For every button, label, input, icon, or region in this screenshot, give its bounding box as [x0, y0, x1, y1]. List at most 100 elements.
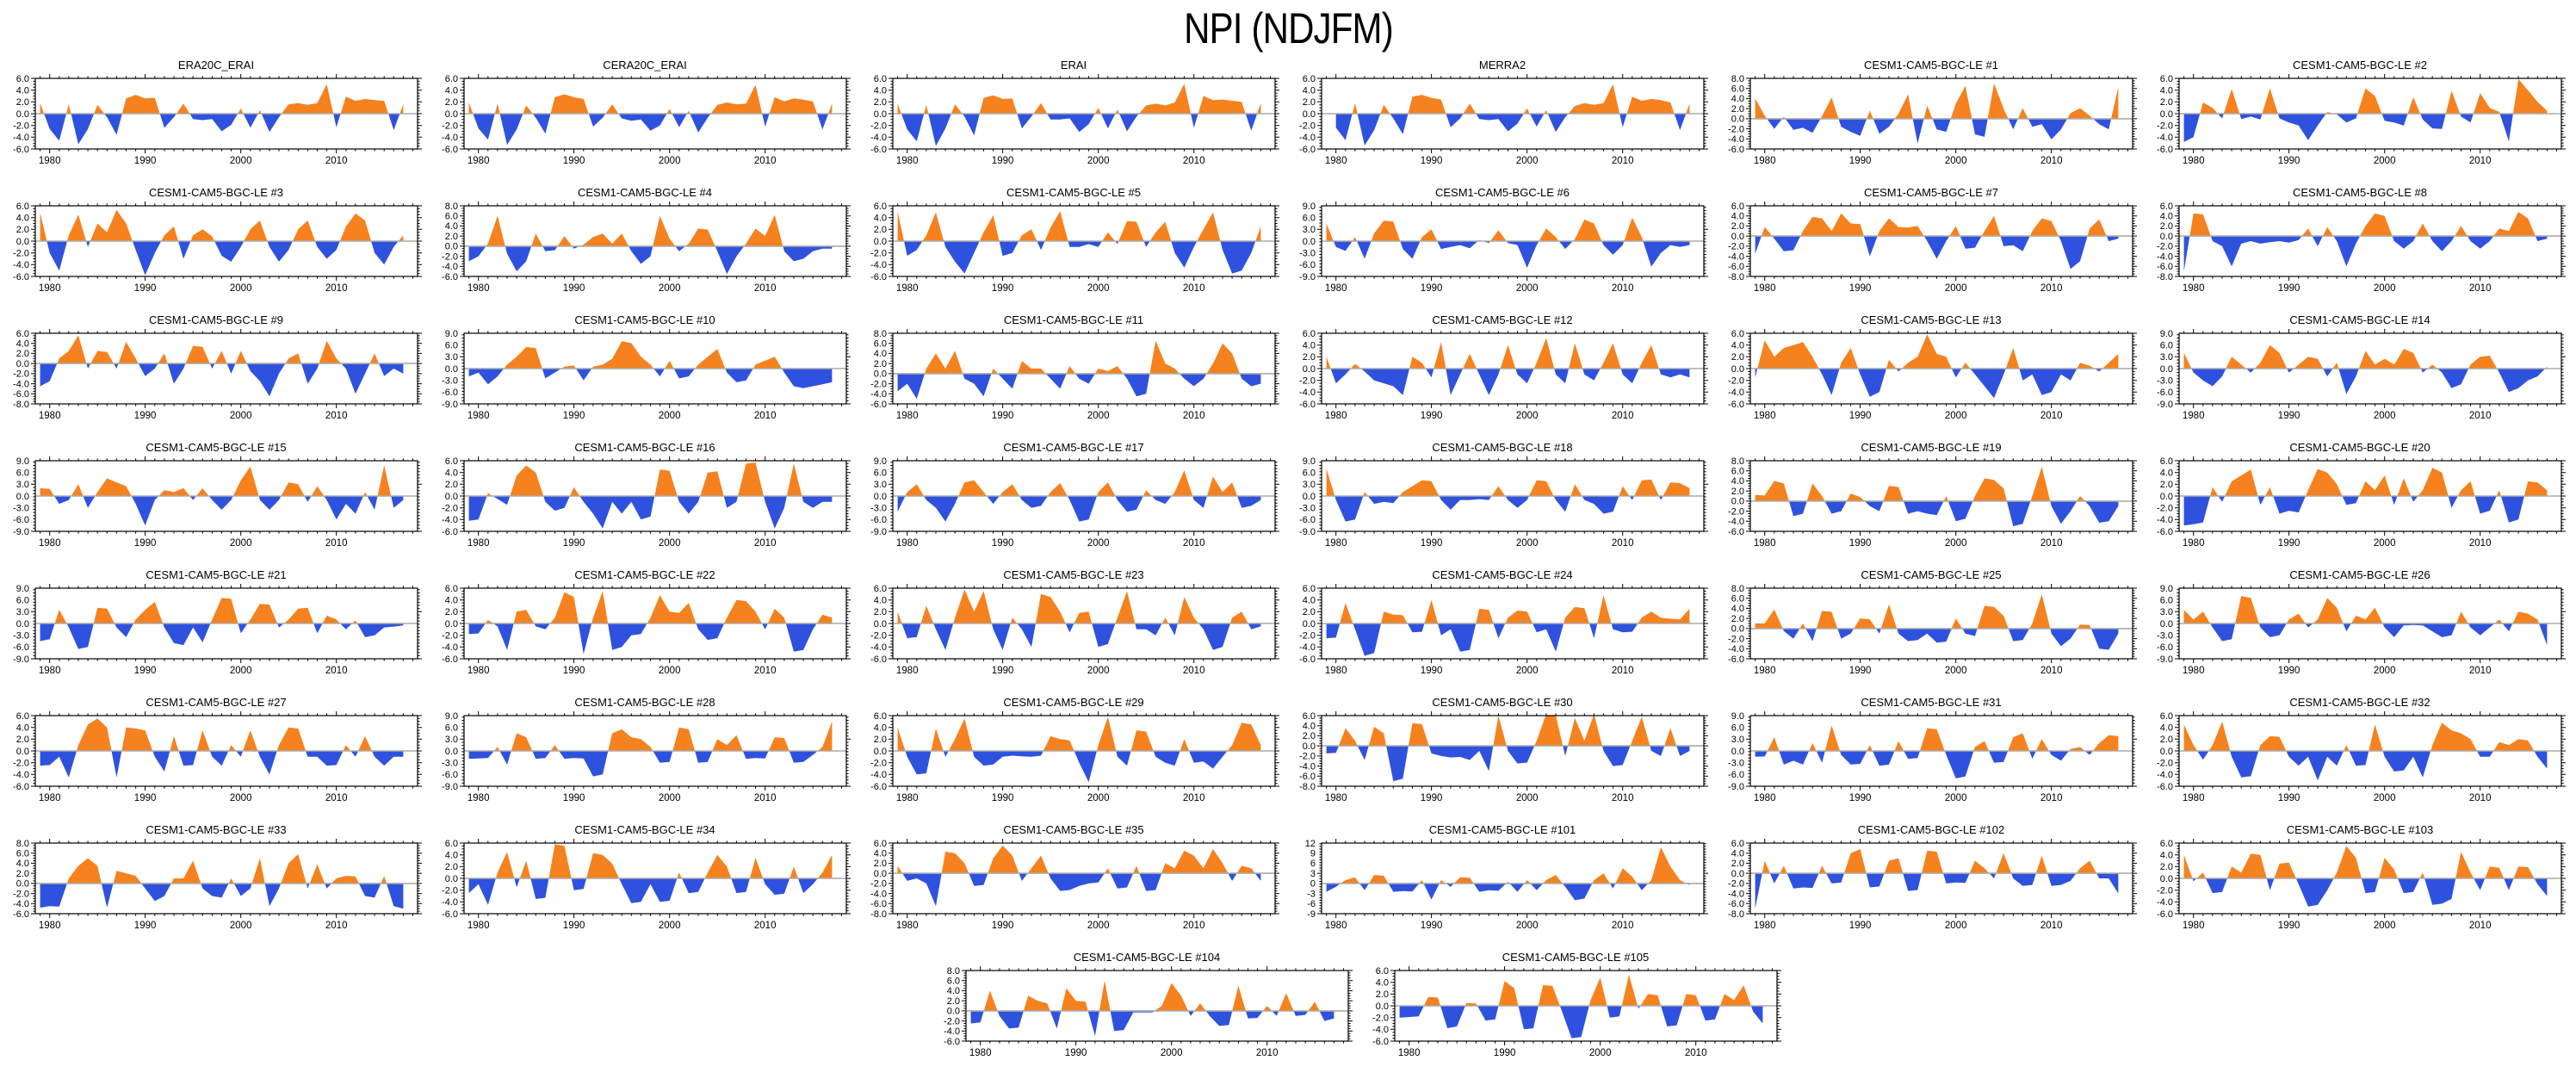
chart-plot: -9.0-6.0-3.00.0 3.06.0 9.0 1980 1990 2000 2010	[2157, 584, 2566, 676]
y-tick-label: 0.0	[874, 869, 887, 879]
y-tick-label: 9.0	[16, 584, 29, 594]
negative-area	[468, 623, 833, 654]
y-tick-label: 4.0	[16, 86, 29, 96]
plot-frame	[1749, 332, 2133, 405]
negative-area	[468, 369, 833, 388]
plot-frame	[2178, 842, 2562, 915]
y-tick-label: 6.0	[874, 74, 887, 84]
y-tick-label: -2.0	[2157, 242, 2173, 252]
y-tick-label: -4.0	[442, 897, 458, 908]
positive-area	[40, 84, 404, 114]
tick-marks	[889, 839, 1279, 918]
chart-title: CESM1-CAM5-BGC-LE #29	[1003, 696, 1144, 709]
negative-area	[468, 114, 833, 146]
x-tick-label: 1990	[2278, 156, 2300, 166]
y-tick-label: -3.0	[1728, 759, 1744, 769]
x-tick-label: 1990	[563, 666, 585, 676]
y-tick-label: -4.0	[1299, 642, 1316, 653]
negative-area	[2183, 236, 2548, 272]
plot-frame	[1749, 78, 2133, 150]
x-tick-label: 2000	[2374, 666, 2396, 676]
x-tick-label: 1990	[134, 921, 157, 931]
chart-title: ERA20C_ERAI	[177, 59, 255, 71]
y-tick-label: -4.0	[1299, 388, 1316, 398]
y-tick-label: 4.0	[1731, 476, 1744, 487]
plot-frame	[2178, 460, 2562, 532]
chart-title: CESM1-CAM5-BGC-LE #7	[1863, 186, 1999, 199]
y-tick-label: 6.0	[874, 711, 887, 722]
y-tick-label: 2.0	[2160, 862, 2173, 872]
negative-area	[1335, 114, 1690, 146]
chart-title: CERA20C_ERAI	[603, 59, 687, 71]
plot-frame	[1321, 78, 1705, 150]
x-tick-label: 2000	[1589, 1048, 1612, 1058]
x-tick-label: 2010	[1183, 156, 1205, 166]
y-tick-label: -2.0	[1728, 506, 1744, 517]
y-tick-label: -3.0	[442, 759, 458, 769]
plot-frame	[2178, 715, 2562, 787]
y-tick-label: -2.0	[1299, 752, 1316, 762]
plot-frame	[34, 78, 418, 150]
x-tick-label: 2010	[2469, 411, 2492, 421]
x-tick-label: 2000	[230, 411, 252, 421]
y-tick-label: 2.0	[445, 232, 458, 242]
x-tick-label: 1990	[1421, 921, 1443, 931]
y-tick-label: -2.0	[1372, 1014, 1389, 1024]
negative-area	[2183, 623, 2548, 646]
y-tick-label: 0.0	[445, 109, 458, 120]
plot-frame	[892, 332, 1276, 405]
chart-cell: CESM1-CAM5-BGC-LE #27 -6.0 -4.0 -2.0 0.0 2.0 4…	[2, 691, 430, 818]
y-tick-label: 6.0	[874, 839, 887, 849]
y-tick-label: 6.0	[1303, 74, 1316, 84]
x-tick-label: 2000	[1945, 411, 1967, 421]
x-tick-label: 1980	[468, 921, 490, 931]
y-tick-label: -3.0	[1299, 504, 1316, 514]
y-tick-label: 6.0	[1303, 329, 1316, 339]
chart-cell: ERAI -6.0 -4.0 -2.0 0.0 2.0 4.0 6.0 1980 1990 2000…	[859, 53, 1288, 181]
chart-cell: CESM1-CAM5-BGC-LE #103 -6.0 -4.0 -2.0 0.0 2.0…	[2146, 818, 2574, 946]
x-tick-label: 2000	[2374, 283, 2396, 294]
y-tick-label: 8.0	[16, 839, 29, 849]
y-tick-label: 2.0	[874, 607, 887, 617]
y-tick-label: 0.0	[16, 747, 29, 757]
y-tick-label: 0.0	[16, 109, 29, 120]
chart-title: CESM1-CAM5-BGC-LE #28	[574, 696, 715, 709]
y-tick-label: 6.0	[445, 74, 458, 84]
x-tick-label: 1980	[1325, 156, 1347, 166]
y-tick-label: -4.0	[1728, 388, 1744, 398]
x-tick-label: 2010	[1612, 283, 1634, 294]
tick-marks	[2175, 711, 2566, 791]
chart-cell: CESM1-CAM5-BGC-LE #1 -6.0 -4.0 -2.0 0.0 2.0 4.…	[1717, 53, 2146, 181]
positive-area	[1399, 974, 1763, 1006]
y-tick-label: -6.0	[2157, 642, 2173, 653]
y-tick-label: -6.0	[442, 654, 458, 665]
chart-plot: -8.0-6.0-4.0-2.00.02.04.06.0 1980 1990 2000…	[13, 329, 422, 421]
negative-area	[897, 623, 1261, 650]
x-tick-label: 2000	[230, 793, 252, 803]
tick-marks	[2175, 456, 2566, 536]
negative-area	[1755, 236, 2119, 270]
x-tick-label: 2010	[325, 411, 348, 421]
positive-area	[40, 598, 404, 623]
y-tick-label: 4.0	[445, 596, 458, 606]
plot-frame	[463, 78, 847, 150]
x-tick-label: 2010	[1612, 538, 1634, 549]
y-tick-label: -4.0	[870, 770, 887, 780]
y-tick-label: -4.0	[870, 133, 887, 143]
x-tick-label: 1980	[896, 283, 919, 294]
y-tick-label: 0.0	[1303, 619, 1316, 630]
y-tick-label: 3.0	[874, 480, 887, 490]
y-tick-label: 8.0	[1731, 74, 1744, 84]
y-tick-label: -6.0	[442, 272, 458, 282]
y-tick-label: 2.0	[445, 97, 458, 108]
x-tick-label: 2010	[325, 793, 348, 803]
y-tick-label: 6.0	[2160, 711, 2173, 722]
y-tick-label: -6.0	[1728, 770, 1744, 780]
y-tick-label: 8.0	[947, 966, 960, 977]
x-tick-label: 1990	[1421, 538, 1443, 549]
plot-frame	[2178, 205, 2562, 277]
y-tick-label: 4.0	[1731, 341, 1744, 351]
x-tick-label: 1980	[2183, 538, 2205, 549]
